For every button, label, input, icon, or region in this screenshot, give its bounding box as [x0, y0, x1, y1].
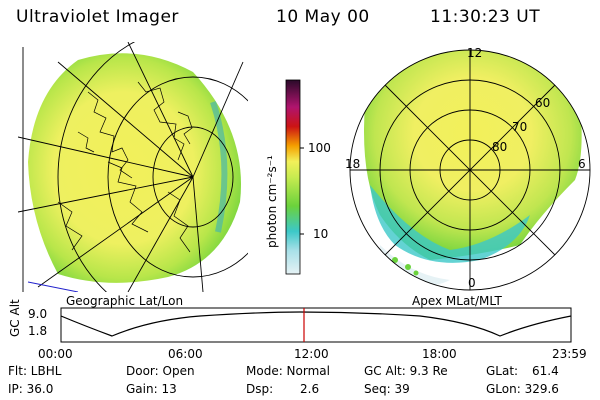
filter-status: Flt: LBHL — [8, 364, 62, 378]
alt-tick-1-8: 1.8 — [28, 324, 48, 338]
mlt-label-18: 18 — [345, 157, 361, 171]
time-tick-2359: 23:59 — [552, 347, 587, 361]
door-status: Door: Open — [126, 364, 195, 378]
time-tick-0600: 06:00 — [168, 347, 203, 361]
geographic-image — [18, 42, 248, 292]
gc-alt-axis-label: GC Alt — [8, 299, 22, 337]
seq-status: Seq: 39 — [364, 382, 410, 396]
mlt-label-6: 6 — [578, 157, 586, 171]
colorbar-unit-label: photon cm⁻²s⁻¹ — [265, 155, 279, 248]
lat-lon-grid — [18, 42, 248, 292]
altitude-strip-plot — [60, 307, 572, 343]
color-scale-bar — [285, 79, 304, 275]
alt-tick-9: 9.0 — [28, 307, 48, 321]
time-tick-1800: 18:00 — [422, 347, 457, 361]
time-tick-1200: 12:00 — [294, 347, 329, 361]
colorbar-tick-10: 10 — [313, 227, 329, 241]
gain-status: Gain: 13 — [126, 382, 177, 396]
apex-caption: Apex MLat/MLT — [412, 294, 502, 308]
colorbar-tick-100: 100 — [308, 141, 331, 155]
dsp-value: 2.6 — [300, 382, 320, 396]
dsp-label: Dsp: — [246, 382, 274, 396]
time-label: 11:30:23 UT — [430, 7, 541, 27]
coastlines — [57, 81, 193, 253]
mode-status: Mode: Normal — [246, 364, 330, 378]
altitude-curve — [60, 311, 572, 337]
mlt-label-12: 12 — [467, 46, 483, 60]
glon-status: GLon: 329.6 — [486, 382, 559, 396]
polar-mlat-mlt-plot — [349, 49, 591, 291]
mlat-label-80: 80 — [492, 140, 508, 154]
instrument-title: Ultraviolet Imager — [16, 7, 179, 27]
auroral-oval-region — [364, 50, 582, 260]
geographic-caption: Geographic Lat/Lon — [66, 294, 184, 308]
mlt-label-0: 0 — [468, 276, 476, 290]
date-label: 10 May 00 — [276, 7, 370, 27]
ip-status: IP: 36.0 — [8, 382, 54, 396]
auroral-emission-region — [28, 53, 242, 283]
mlat-label-60: 60 — [535, 96, 551, 110]
glat-label: GLat: — [486, 364, 519, 378]
gc-alt-status: GC Alt: 9.3 Re — [364, 364, 448, 378]
mlat-label-70: 70 — [512, 120, 528, 134]
time-tick-0000: 00:00 — [38, 347, 73, 361]
mlat-grid — [349, 49, 591, 291]
glat-value: 61.4 — [532, 364, 559, 378]
